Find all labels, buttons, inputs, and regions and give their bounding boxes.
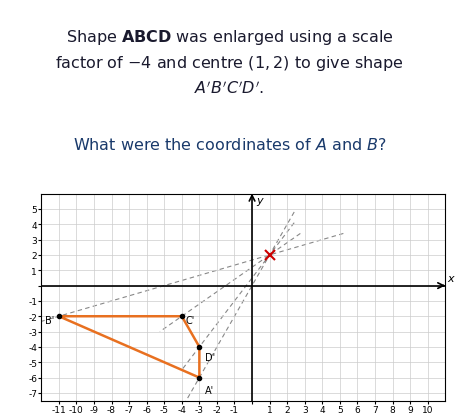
Text: $y$: $y$ (256, 196, 264, 208)
Text: A': A' (205, 385, 214, 395)
Text: B': B' (45, 315, 54, 325)
Text: D': D' (205, 351, 215, 362)
Text: $x$: $x$ (447, 274, 456, 284)
Text: Shape $\mathbf{ABCD}$ was enlarged using a scale
factor of $-4$ and centre $(1, : Shape $\mathbf{ABCD}$ was enlarged using… (55, 28, 404, 97)
Text: What were the coordinates of $A$ and $B$?: What were the coordinates of $A$ and $B$… (73, 137, 386, 153)
Text: C': C' (185, 315, 195, 325)
